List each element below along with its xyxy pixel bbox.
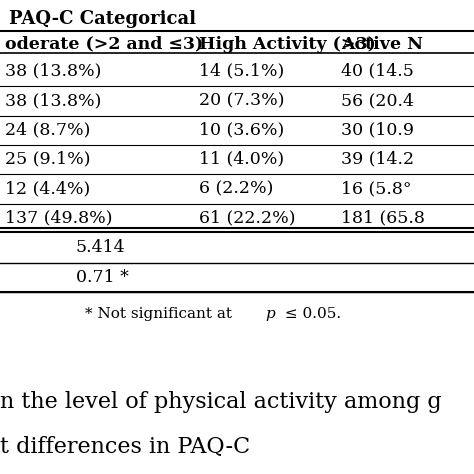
Text: t differences in PAQ-C: t differences in PAQ-C	[0, 436, 250, 458]
Text: 38 (13.8%): 38 (13.8%)	[5, 92, 101, 109]
Text: 16 (5.8°: 16 (5.8°	[341, 180, 412, 197]
Text: PAQ-C Categorical: PAQ-C Categorical	[9, 10, 197, 28]
Text: 12 (4.4%): 12 (4.4%)	[5, 180, 90, 197]
Text: Active N: Active N	[341, 36, 423, 53]
Text: 24 (8.7%): 24 (8.7%)	[5, 121, 90, 138]
Text: n the level of physical activity among g: n the level of physical activity among g	[0, 391, 442, 413]
Text: oderate (>2 and ≤3): oderate (>2 and ≤3)	[5, 36, 203, 53]
Text: ≤ 0.05.: ≤ 0.05.	[280, 307, 341, 321]
Text: 181 (65.8: 181 (65.8	[341, 210, 425, 227]
Text: 5.414: 5.414	[76, 239, 126, 256]
Text: 6 (2.2%): 6 (2.2%)	[199, 180, 273, 197]
Text: 39 (14.2: 39 (14.2	[341, 151, 414, 168]
Text: High Activity (>3): High Activity (>3)	[199, 36, 376, 53]
Text: 56 (20.4: 56 (20.4	[341, 92, 414, 109]
Text: 137 (49.8%): 137 (49.8%)	[5, 210, 112, 227]
Text: 11 (4.0%): 11 (4.0%)	[199, 151, 284, 168]
Text: 10 (3.6%): 10 (3.6%)	[199, 121, 284, 138]
Text: * Not significant at: * Not significant at	[85, 307, 237, 321]
Text: 61 (22.2%): 61 (22.2%)	[199, 210, 296, 227]
Text: 40 (14.5: 40 (14.5	[341, 63, 414, 80]
Text: 0.71 *: 0.71 *	[76, 269, 129, 286]
Text: 20 (7.3%): 20 (7.3%)	[199, 92, 284, 109]
Text: 14 (5.1%): 14 (5.1%)	[199, 63, 284, 80]
Text: 30 (10.9: 30 (10.9	[341, 121, 414, 138]
Text: p: p	[265, 307, 275, 321]
Text: 25 (9.1%): 25 (9.1%)	[5, 151, 90, 168]
Text: 38 (13.8%): 38 (13.8%)	[5, 63, 101, 80]
